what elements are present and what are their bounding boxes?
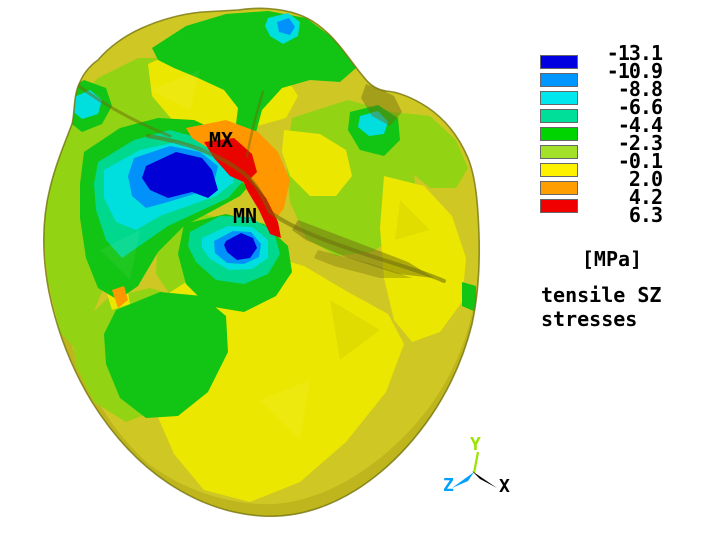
legend-swatch [540, 109, 578, 123]
min-marker-label: MN [233, 204, 257, 228]
legend-swatches [540, 55, 578, 217]
legend-value: 2.0 [628, 167, 663, 191]
legend-value: -13.1 [606, 41, 663, 65]
fissure-shadow [292, 220, 434, 278]
legend-value: -8.8 [617, 77, 663, 101]
stress-region-green [462, 282, 476, 312]
mesh-facet [330, 300, 380, 360]
mesh-facet [100, 230, 140, 280]
triad-x-axis [472, 471, 497, 488]
fissure-line [74, 82, 172, 138]
mesh-facet [395, 200, 430, 240]
stress-region-red-maximum [243, 178, 281, 238]
max-marker-label: MX [209, 128, 233, 152]
stress-region-green [104, 292, 228, 418]
stress-region-green [152, 11, 356, 160]
legend-swatch [540, 91, 578, 105]
stress-region-lightblue [277, 18, 295, 35]
mesh-facet [260, 380, 310, 440]
stress-legend: -13.1 -10.9 -8.8 -6.6 -4.4 -2.3 -0.1 2.0… [538, 41, 663, 227]
caption-line: stresses [541, 307, 638, 331]
legend-swatch [540, 127, 578, 141]
legend-swatch [540, 145, 578, 159]
stress-region-cyan [358, 111, 388, 136]
triad-x-label: X [499, 476, 510, 497]
tooth-outline [43, 7, 481, 518]
legend-swatch [540, 181, 578, 195]
fissure-shadow [361, 84, 402, 126]
fissure-line [245, 90, 265, 158]
stress-region-orange [112, 286, 128, 308]
stress-region-chartreuse [392, 112, 468, 188]
stress-region-yellow [282, 130, 352, 196]
units-label: [MPa] [581, 247, 643, 271]
legend-value: 4.2 [628, 185, 663, 209]
triad-z-label: Z [443, 475, 454, 496]
mesh-facet [150, 70, 200, 110]
legend-value: -6.6 [617, 95, 663, 119]
legend-value: -4.4 [617, 113, 663, 137]
stress-region-blue-minimum [224, 233, 257, 260]
legend-value: -2.3 [617, 131, 663, 155]
legend-labels: -13.1 -10.9 -8.8 -6.6 -4.4 -2.3 -0.1 2.0… [582, 41, 663, 227]
legend-swatch [540, 55, 578, 69]
fissure-shadow [314, 250, 412, 278]
caption-title: tensile SZ stresses [541, 283, 661, 331]
legend-value: -10.9 [606, 59, 663, 83]
legend-swatch [540, 199, 578, 213]
axis-triad: Y Z X [443, 434, 510, 497]
caption-line: tensile SZ [541, 283, 662, 307]
legend-value: 6.3 [628, 203, 663, 227]
triad-y-axis [472, 451, 480, 474]
triad-z-axis [452, 472, 474, 488]
triad-y-label: Y [470, 434, 481, 455]
legend-swatch [540, 163, 578, 177]
stress-region-blue-minimum [142, 152, 218, 198]
legend-value: -0.1 [617, 149, 663, 173]
legend-swatch [540, 73, 578, 87]
stress-region-yellow [380, 176, 466, 342]
